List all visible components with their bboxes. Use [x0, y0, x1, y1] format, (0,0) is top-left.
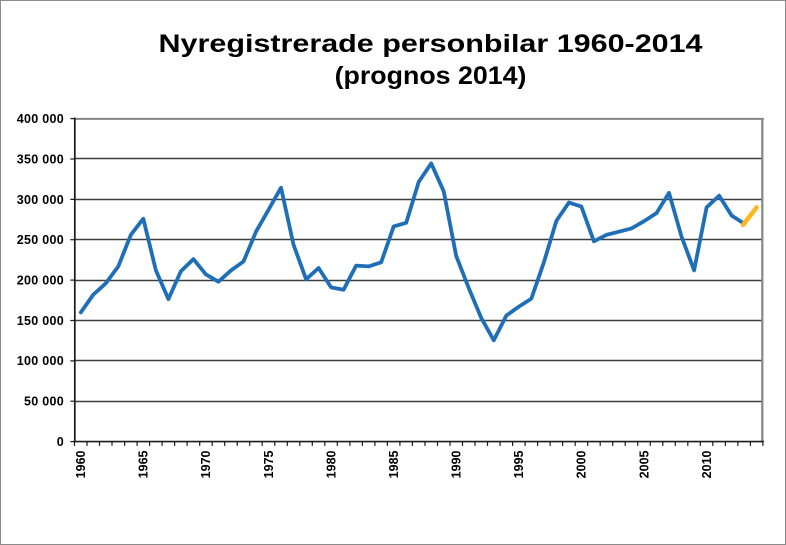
svg-text:1985: 1985 — [387, 450, 401, 478]
svg-text:1980: 1980 — [324, 450, 338, 478]
svg-text:250 000: 250 000 — [17, 233, 64, 247]
svg-text:1995: 1995 — [512, 450, 526, 478]
svg-text:100 000: 100 000 — [17, 354, 64, 368]
svg-text:50 000: 50 000 — [24, 395, 64, 409]
svg-text:2005: 2005 — [637, 450, 651, 478]
svg-text:200 000: 200 000 — [17, 274, 64, 288]
svg-text:(prognos 2014): (prognos 2014) — [335, 61, 527, 90]
svg-text:400 000: 400 000 — [17, 112, 64, 126]
svg-text:150 000: 150 000 — [17, 314, 64, 328]
svg-text:2010: 2010 — [700, 450, 714, 478]
svg-text:1965: 1965 — [137, 450, 151, 478]
svg-text:300 000: 300 000 — [17, 193, 64, 207]
svg-text:2000: 2000 — [575, 450, 589, 478]
svg-text:350 000: 350 000 — [17, 152, 64, 166]
svg-text:1970: 1970 — [199, 450, 213, 478]
svg-text:1960: 1960 — [74, 450, 88, 478]
svg-text:0: 0 — [57, 435, 64, 449]
svg-text:1975: 1975 — [262, 450, 276, 478]
svg-text:1990: 1990 — [450, 450, 464, 478]
svg-text:Nyregistrerade personbilar 196: Nyregistrerade personbilar 1960-2014 — [159, 29, 704, 57]
